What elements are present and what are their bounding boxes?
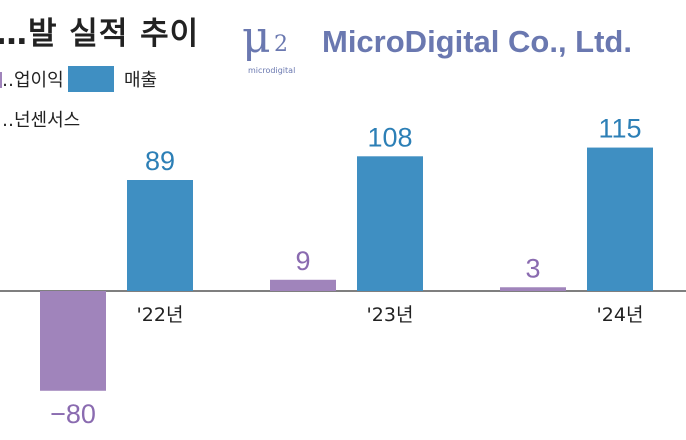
data-label-revenue: 108 [367, 122, 412, 152]
legend-swatch-revenue [68, 66, 114, 92]
x-tick-label: '24년 [597, 304, 644, 326]
x-tick-label: '22년 [137, 304, 184, 326]
bar-operating-profit [500, 287, 566, 291]
data-source-label: …넌센서스 [0, 110, 81, 131]
bar-revenue [357, 156, 423, 291]
x-tick-label: '23년 [367, 304, 414, 326]
data-label-revenue: 115 [598, 114, 641, 144]
company-logo: μ 2 microdigital MicroDigital Co., Ltd. [242, 12, 672, 78]
data-label-operating-profit: −80 [50, 399, 96, 429]
data-label-operating-profit: 9 [295, 246, 310, 276]
logo-mark: μ [242, 12, 271, 63]
chart-title: …발 실적 추이 [0, 16, 200, 52]
bar-revenue [587, 147, 653, 291]
bar-operating-profit [40, 291, 106, 391]
data-label-operating-profit: 3 [525, 253, 540, 283]
legend-swatch-operating-profit [0, 72, 2, 88]
bar-revenue [127, 180, 193, 291]
logo-mark-sub: 2 [274, 32, 288, 57]
data-label-revenue: 89 [145, 146, 175, 176]
logo-company-name: MicroDigital Co., Ltd. [322, 24, 632, 59]
legend-label-revenue: 매출 [124, 70, 158, 91]
bar-operating-profit [270, 279, 336, 291]
logo-small-text: microdigital [248, 66, 296, 75]
legend-label-operating-profit: …업이익 [0, 70, 64, 91]
